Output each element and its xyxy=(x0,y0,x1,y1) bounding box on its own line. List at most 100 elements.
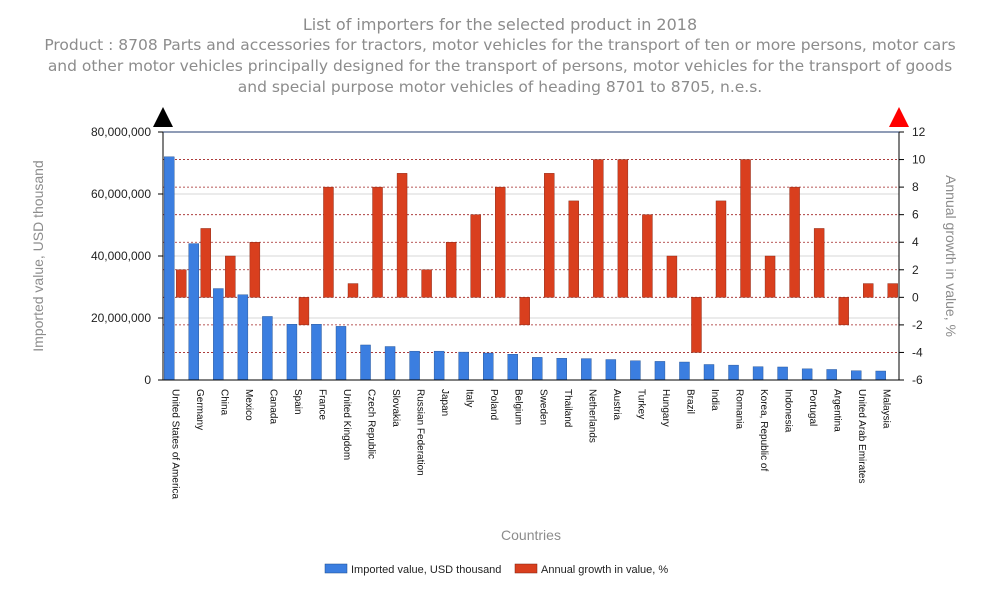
gridlines xyxy=(163,131,899,381)
bar-imported xyxy=(777,366,788,381)
bar-growth xyxy=(666,255,678,298)
tick-label-right: -2 xyxy=(912,318,923,332)
tick-label-right: 12 xyxy=(912,125,926,139)
category-label: Mexico xyxy=(243,389,254,421)
chart-title-block: List of importers for the selected produ… xyxy=(0,14,1000,98)
tick-label-left: 60,000,000 xyxy=(91,187,151,201)
category-label: Netherlands xyxy=(586,389,597,443)
legend: Imported value, USD thousand Annual grow… xyxy=(324,563,668,576)
bar-growth xyxy=(421,269,432,298)
tick-label-right: 10 xyxy=(912,153,926,167)
bar-growth xyxy=(176,269,187,298)
bar-growth xyxy=(225,255,236,298)
bar-growth xyxy=(715,200,727,298)
bar-imported xyxy=(875,370,886,381)
category-label: Indonesia xyxy=(783,389,794,433)
bar-imported xyxy=(360,344,371,381)
bar-imported xyxy=(213,288,224,381)
category-label: India xyxy=(709,389,720,411)
bar-imported xyxy=(458,351,469,381)
legend-label-imported: Imported value, USD thousand xyxy=(351,564,501,576)
bar-imported xyxy=(188,243,200,381)
bar-growth xyxy=(642,214,653,298)
tick-label-right: -6 xyxy=(912,373,923,387)
legend-swatch-imported xyxy=(324,563,348,574)
category-label: Brazil xyxy=(684,389,695,414)
bar-imported xyxy=(384,346,396,381)
bar-growth xyxy=(249,242,261,298)
bar-imported xyxy=(164,156,175,381)
bar-imported xyxy=(728,364,739,381)
category-label: Portugal xyxy=(807,389,818,426)
bar-growth xyxy=(838,297,849,326)
bar-imported xyxy=(433,350,445,381)
legend-label-growth: Annual growth in value, % xyxy=(541,564,668,576)
category-label: Malaysia xyxy=(881,389,892,429)
category-label: Russian Federation xyxy=(415,389,426,476)
bar-growth xyxy=(519,297,530,326)
bar-growth xyxy=(568,200,579,298)
bar-growth xyxy=(863,283,874,298)
ticks-group: 80,000,000 60,000,000 40,000,000 20,000,000… xyxy=(91,125,926,387)
tick-label-right: 8 xyxy=(912,180,919,194)
left-axis-arrow-icon xyxy=(153,107,173,127)
x-axis-title: Countries xyxy=(501,527,561,543)
y-axis-right-title: Annual growth in value, % xyxy=(943,175,959,337)
category-label: Argentina xyxy=(832,389,843,432)
bar-growth xyxy=(764,255,776,298)
bar-imported xyxy=(630,360,641,381)
bar-growth xyxy=(323,186,334,298)
category-label: Slovakia xyxy=(390,389,401,427)
category-label: Germany xyxy=(194,389,205,430)
bar-growth xyxy=(200,228,212,298)
y-axis-left-title: Imported value, USD thousand xyxy=(30,160,46,351)
tick-label-right: 6 xyxy=(912,208,919,222)
bar-imported xyxy=(801,368,813,381)
tick-label-right: 2 xyxy=(912,263,919,277)
bar-growth xyxy=(691,297,702,353)
category-label: France xyxy=(316,389,327,421)
legend-swatch-growth xyxy=(514,563,538,574)
bar-growth xyxy=(347,283,359,298)
category-label: Spain xyxy=(292,389,303,415)
category-label: Austria xyxy=(611,389,622,421)
bar-growth xyxy=(298,297,310,326)
category-label: Romania xyxy=(734,389,745,429)
bar-imported xyxy=(654,361,666,381)
bar-imported xyxy=(556,358,567,381)
right-axis-arrow-icon xyxy=(889,107,909,127)
bar-imported xyxy=(851,370,862,381)
category-label: Czech Republic xyxy=(366,389,377,459)
bar-growth xyxy=(813,228,825,298)
tick-label-right: 4 xyxy=(912,235,919,249)
bar-imported xyxy=(826,369,837,381)
category-label: United States of America xyxy=(169,389,180,499)
category-label: United Kingdom xyxy=(341,389,352,460)
category-label: Turkey xyxy=(635,389,646,419)
category-label: Japan xyxy=(439,389,450,416)
tick-label-right: -4 xyxy=(912,345,923,359)
bar-imported xyxy=(262,316,273,381)
bar-imported xyxy=(311,324,322,381)
bar-imported xyxy=(605,359,617,381)
bar-imported xyxy=(237,294,249,381)
bars-group xyxy=(164,156,898,381)
category-label: Italy xyxy=(464,389,475,407)
bar-growth xyxy=(617,159,629,298)
category-label: Sweden xyxy=(537,389,548,425)
bar-growth xyxy=(740,159,751,298)
bar-imported xyxy=(483,352,494,381)
bar-growth xyxy=(887,283,898,298)
category-label: Poland xyxy=(488,389,499,420)
bar-growth xyxy=(593,159,604,298)
category-label: Belgium xyxy=(513,389,524,425)
bar-growth xyxy=(544,173,555,298)
bar-imported xyxy=(532,357,543,381)
bar-imported xyxy=(581,358,592,381)
tick-label-left: 0 xyxy=(144,373,151,387)
category-label: Thailand xyxy=(562,389,573,427)
bar-growth xyxy=(470,214,481,298)
bar-imported xyxy=(752,366,764,381)
category-label: China xyxy=(218,389,229,416)
